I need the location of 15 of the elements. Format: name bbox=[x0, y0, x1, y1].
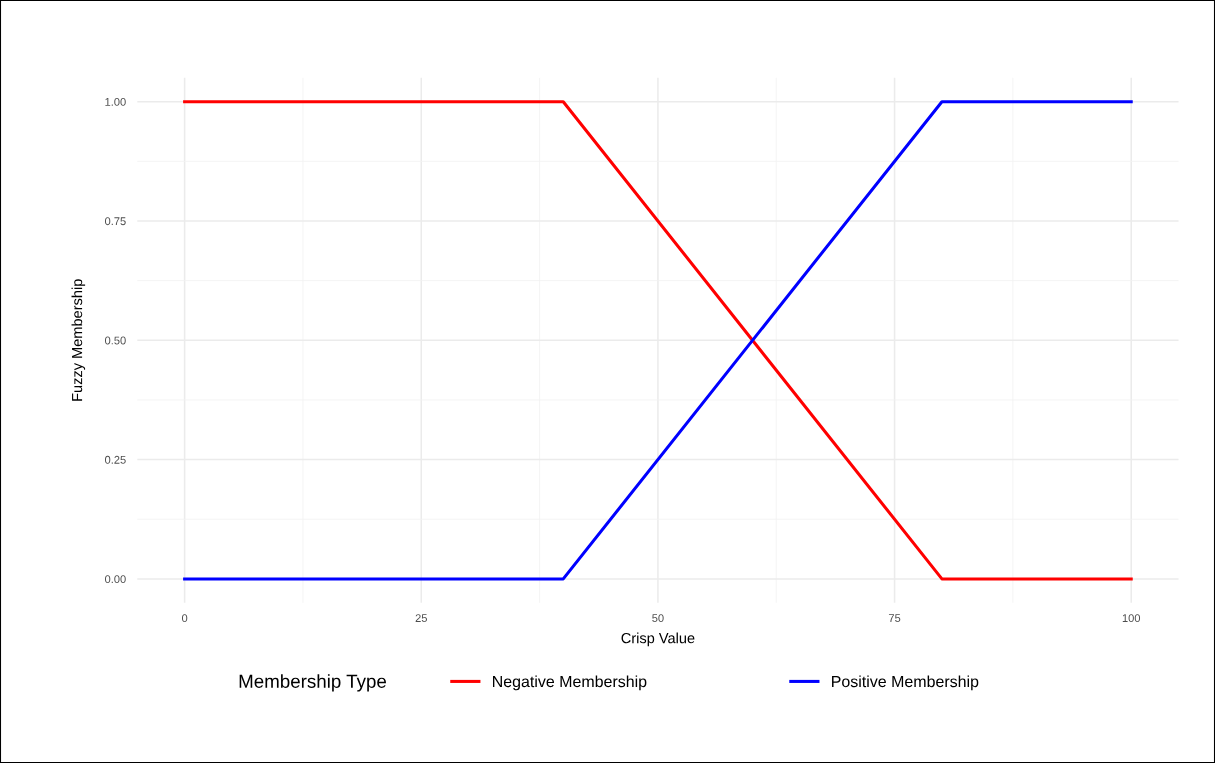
y-tick-label: 0.25 bbox=[104, 455, 126, 464]
x-axis-title: Crisp Value bbox=[621, 632, 695, 647]
legend-label: Negative Membership bbox=[493, 675, 647, 691]
x-tick-label: 25 bbox=[415, 614, 427, 623]
y-tick-label: 1.00 bbox=[105, 97, 126, 106]
y-tick-label: 0.50 bbox=[104, 336, 126, 345]
y-tick-label: 0.00 bbox=[104, 575, 126, 584]
legend-title: Membership Type bbox=[239, 674, 386, 692]
x-tick-label: 50 bbox=[652, 614, 664, 623]
x-tick-label: 0 bbox=[181, 614, 188, 623]
legend-label: Positive Membership bbox=[832, 675, 979, 691]
x-tick-label: 100 bbox=[1122, 614, 1141, 623]
y-tick-label: 0.75 bbox=[104, 217, 126, 226]
y-axis-title: Fuzzy Membership bbox=[71, 279, 86, 401]
x-tick-label: 75 bbox=[888, 614, 901, 623]
